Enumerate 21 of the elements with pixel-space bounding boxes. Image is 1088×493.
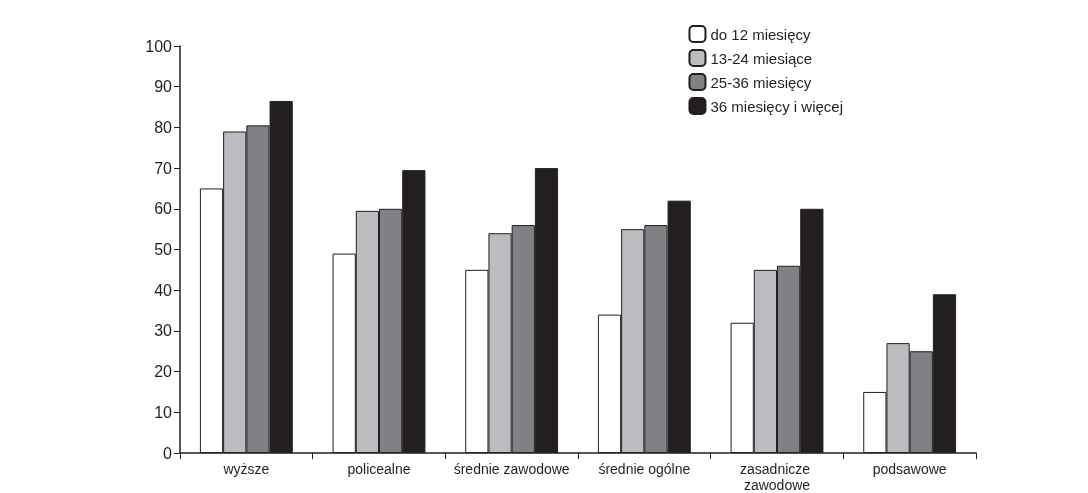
y-tick-label: 20 [154, 363, 173, 381]
x-tick-label: podsawowe [872, 461, 947, 477]
x-tick-label: średnie ogólne [598, 461, 691, 477]
y-tick-label: 40 [154, 281, 173, 299]
x-tick-label: policealne [347, 461, 411, 477]
y-tick-label: 100 [145, 37, 173, 55]
y-tick-label: 10 [154, 403, 173, 421]
legend-label: 13-24 miesiące [710, 49, 813, 67]
x-tick-label: zasadnicze zawodowe [740, 461, 814, 493]
legend-label: 25-36 miesięcy [710, 73, 812, 91]
y-tick-label: 60 [154, 200, 173, 218]
legend-label: do 12 miesięcy [710, 25, 811, 43]
x-tick-label: średnie zawodowe [453, 461, 570, 477]
x-tick-label: wyższe [222, 461, 270, 477]
y-tick-label: 30 [154, 322, 173, 340]
y-tick-label: 0 [163, 444, 173, 462]
y-tick-label: 50 [154, 241, 173, 258]
y-tick-label: 80 [154, 118, 173, 136]
y-tick-label: 70 [154, 159, 173, 177]
y-tick-label: 90 [154, 78, 173, 96]
legend-label: 36 miesięcy i więcej [710, 97, 843, 115]
